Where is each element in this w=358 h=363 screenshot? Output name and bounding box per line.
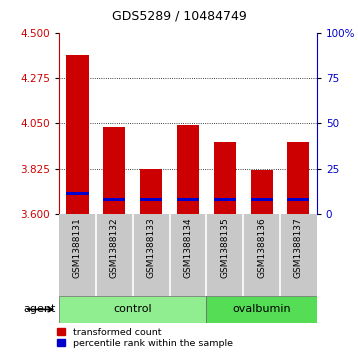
Bar xyxy=(67,192,88,195)
Text: GSM1388137: GSM1388137 xyxy=(294,217,303,278)
Legend: transformed count, percentile rank within the sample: transformed count, percentile rank withi… xyxy=(57,328,233,348)
Bar xyxy=(103,197,125,201)
Text: GSM1388133: GSM1388133 xyxy=(147,217,156,278)
Bar xyxy=(140,198,162,201)
Text: GDS5289 / 10484749: GDS5289 / 10484749 xyxy=(112,9,246,22)
Bar xyxy=(177,198,199,201)
Text: GSM1388136: GSM1388136 xyxy=(257,217,266,278)
Text: GSM1388132: GSM1388132 xyxy=(110,217,119,278)
Text: GSM1388135: GSM1388135 xyxy=(220,217,229,278)
Bar xyxy=(177,126,199,214)
Text: GSM1388131: GSM1388131 xyxy=(73,217,82,278)
Bar xyxy=(287,198,309,201)
Bar xyxy=(251,198,273,201)
Bar xyxy=(206,296,317,323)
Text: agent: agent xyxy=(23,305,55,314)
Text: ovalbumin: ovalbumin xyxy=(232,305,291,314)
Bar xyxy=(59,296,206,323)
Bar xyxy=(140,169,162,214)
Bar xyxy=(67,55,88,214)
Bar xyxy=(214,198,236,201)
Bar xyxy=(103,127,125,214)
Text: control: control xyxy=(113,305,152,314)
Text: GSM1388134: GSM1388134 xyxy=(183,217,193,278)
Bar xyxy=(214,142,236,214)
Bar xyxy=(251,170,273,214)
Bar xyxy=(287,142,309,214)
